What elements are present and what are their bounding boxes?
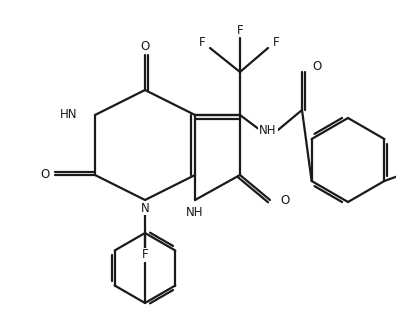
Text: O: O xyxy=(312,61,321,74)
Text: F: F xyxy=(199,37,205,50)
Text: O: O xyxy=(140,40,150,53)
Text: O: O xyxy=(280,193,289,206)
Text: F: F xyxy=(142,249,148,261)
Text: N: N xyxy=(141,202,149,214)
Text: F: F xyxy=(237,24,243,37)
Text: NH: NH xyxy=(186,205,204,218)
Text: O: O xyxy=(40,168,50,181)
Text: F: F xyxy=(273,37,279,50)
Text: NH: NH xyxy=(259,123,277,136)
Text: HN: HN xyxy=(59,109,77,122)
